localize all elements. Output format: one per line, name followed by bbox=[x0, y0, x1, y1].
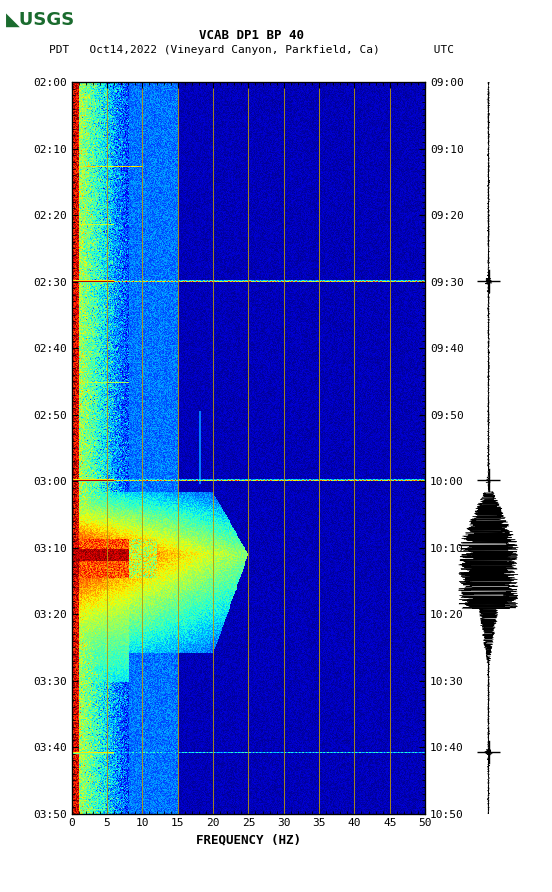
Text: ◣USGS: ◣USGS bbox=[6, 11, 75, 29]
Text: PDT   Oct14,2022 (Vineyard Canyon, Parkfield, Ca)        UTC: PDT Oct14,2022 (Vineyard Canyon, Parkfie… bbox=[49, 45, 454, 55]
Text: VCAB DP1 BP 40: VCAB DP1 BP 40 bbox=[199, 29, 304, 42]
X-axis label: FREQUENCY (HZ): FREQUENCY (HZ) bbox=[196, 834, 301, 847]
